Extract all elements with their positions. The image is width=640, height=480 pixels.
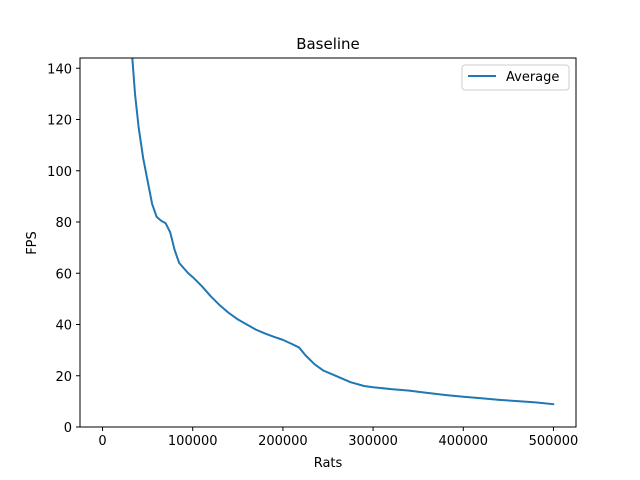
legend-box [461, 64, 570, 91]
y-tick-label: 0 [64, 421, 72, 436]
plot-frame [79, 57, 577, 428]
y-tick-label: 100 [47, 165, 72, 180]
y-axis-label: FPS [25, 231, 40, 255]
y-tick-label: 120 [47, 114, 72, 129]
x-tick-label: 0 [98, 434, 106, 449]
x-axis-ticks: 0 100000 200000 300000 400000 500000 [98, 427, 578, 449]
chart-title: Baseline [296, 35, 360, 53]
y-tick-label: 140 [47, 62, 72, 77]
x-tick-label: 400000 [438, 434, 488, 449]
x-tick-label: 200000 [258, 434, 308, 449]
y-tick-label: 40 [55, 319, 72, 334]
x-tick-label: 300000 [348, 434, 398, 449]
legend: Average [461, 64, 570, 91]
y-tick-label: 20 [55, 370, 72, 385]
y-tick-label: 80 [55, 216, 72, 231]
x-axis-label: Rats [314, 456, 343, 471]
y-tick-label: 60 [55, 267, 72, 282]
y-axis-ticks: 0 20 40 60 80 100 120 140 [47, 62, 80, 436]
series-line-average [131, 58, 555, 406]
x-tick-label: 100000 [168, 434, 218, 449]
x-tick-label: 500000 [529, 434, 579, 449]
legend-label-average: Average [506, 70, 559, 85]
